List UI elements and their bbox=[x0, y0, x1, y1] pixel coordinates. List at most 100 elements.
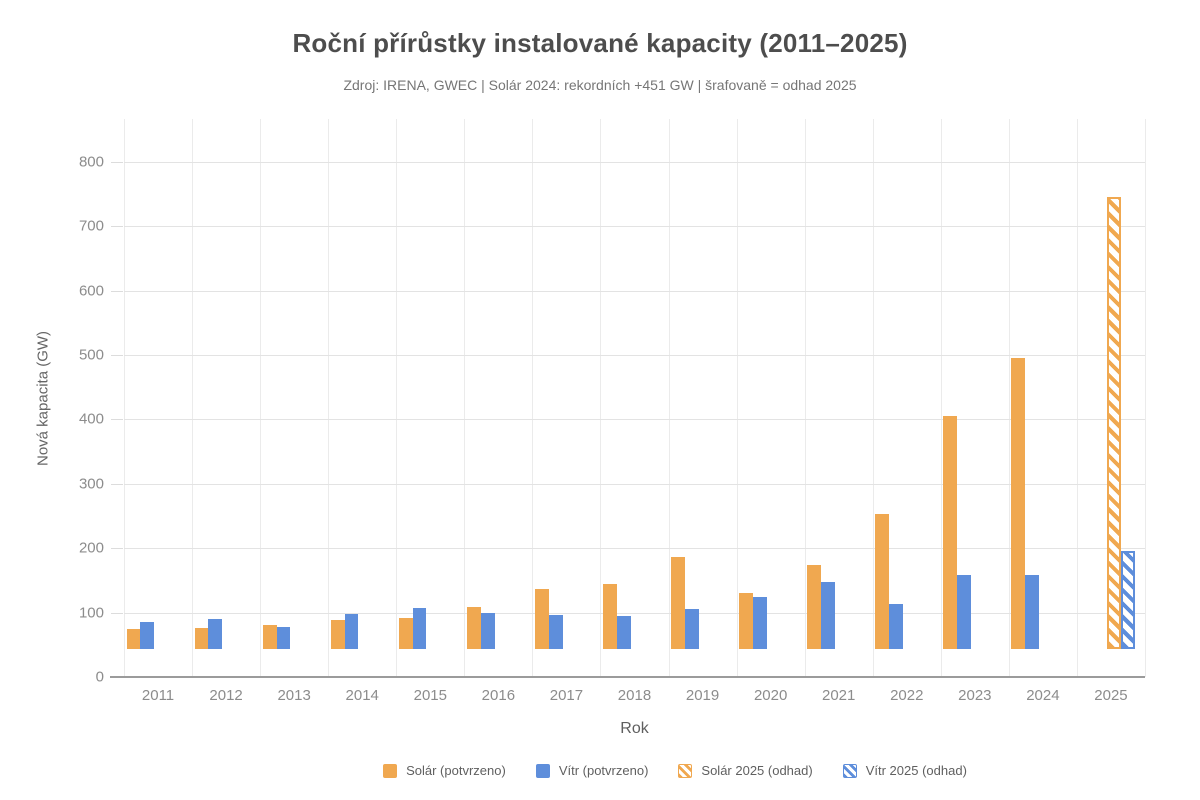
bar-2016-wind bbox=[480, 613, 495, 649]
y-tick-mark bbox=[111, 161, 123, 163]
bar-2015-solar bbox=[398, 617, 413, 649]
bar-2017-solar bbox=[535, 588, 549, 649]
bar-2019-wind bbox=[684, 609, 699, 649]
x-tick-label: 2017 bbox=[549, 687, 584, 704]
horizontal-gridline bbox=[124, 483, 1145, 485]
bar-2011-solar bbox=[126, 629, 141, 649]
bar-2018-wind bbox=[616, 615, 631, 649]
y-tick-label: 600 bbox=[78, 282, 104, 300]
y-tick-label: 300 bbox=[78, 475, 104, 493]
x-tick-label: 2020 bbox=[753, 687, 788, 704]
y-tick-label: 400 bbox=[78, 410, 104, 428]
horizontal-gridline bbox=[124, 290, 1145, 292]
legend-label: Vítr 2025 (odhad) bbox=[865, 763, 967, 778]
x-tick-label: 2021 bbox=[822, 687, 856, 704]
legend-swatch-icon bbox=[678, 763, 693, 778]
x-tick-label: 2019 bbox=[685, 687, 720, 704]
y-tick-mark bbox=[111, 226, 123, 228]
legend-item: Solár (potvrzeno) bbox=[383, 763, 506, 778]
vertical-gridline bbox=[1076, 119, 1078, 677]
vertical-gridline bbox=[464, 119, 466, 677]
x-tick-label: 2014 bbox=[345, 687, 379, 704]
bar-2021-wind bbox=[821, 581, 835, 649]
y-axis-title: Nová kapacita (GW) bbox=[34, 330, 52, 466]
horizontal-gridline bbox=[124, 612, 1145, 614]
legend-label: Solár 2025 (odhad) bbox=[701, 763, 813, 778]
x-tick-label: 2022 bbox=[890, 687, 924, 704]
y-tick-mark bbox=[111, 419, 123, 421]
bar-2024-solar bbox=[1011, 358, 1026, 649]
vertical-gridline bbox=[260, 119, 262, 677]
bar-2012-solar bbox=[194, 628, 209, 649]
vertical-gridline bbox=[804, 119, 806, 677]
vertical-gridline bbox=[124, 119, 125, 677]
x-tick-label: 2018 bbox=[617, 687, 652, 704]
y-tick-label: 500 bbox=[78, 346, 104, 364]
vertical-gridline bbox=[532, 119, 534, 677]
vertical-gridline bbox=[1145, 119, 1146, 677]
y-tick-label: 0 bbox=[95, 668, 104, 686]
bar-2025-wind bbox=[1120, 551, 1135, 649]
y-tick-label: 700 bbox=[78, 217, 104, 235]
x-tick-label: 2013 bbox=[277, 687, 311, 704]
vertical-gridline bbox=[668, 119, 670, 677]
horizontal-gridline bbox=[124, 548, 1145, 550]
bar-2020-wind bbox=[753, 596, 767, 649]
x-tick-label: 2024 bbox=[1026, 687, 1060, 704]
bar-2023-solar bbox=[943, 415, 958, 649]
horizontal-gridline bbox=[124, 226, 1145, 228]
y-tick-mark bbox=[111, 355, 123, 356]
vertical-gridline bbox=[872, 119, 874, 677]
x-tick-label: 2012 bbox=[209, 687, 243, 704]
bar-2024-wind bbox=[1025, 575, 1040, 649]
plot-area: 0 100 200 300 400 500 600 700 800 2011 2012 2013 201… bbox=[79, 119, 1146, 704]
x-tick-label: 2025 bbox=[1094, 687, 1128, 704]
bar-2013-wind bbox=[276, 626, 291, 649]
bar-2025-solar bbox=[1107, 197, 1121, 649]
legend-item: Solár 2025 (odhad) bbox=[678, 763, 813, 778]
legend-item: Vítr (potvrzeno) bbox=[535, 763, 649, 778]
x-axis-title: Rok bbox=[620, 720, 649, 737]
bar-2022-wind bbox=[889, 603, 903, 649]
vertical-gridline bbox=[736, 119, 738, 677]
bar-2013-solar bbox=[262, 624, 277, 649]
bar-2016-solar bbox=[466, 606, 481, 649]
x-axis-line bbox=[110, 676, 1145, 678]
vertical-gridline bbox=[600, 119, 602, 677]
bar-2014-wind bbox=[344, 613, 359, 649]
chart-title: Roční přírůstky instalované kapacity (20… bbox=[292, 28, 908, 58]
bar-2018-solar bbox=[603, 583, 617, 649]
y-tick-mark bbox=[111, 483, 123, 485]
bar-2022-solar bbox=[875, 514, 890, 649]
bar-2017-wind bbox=[548, 614, 563, 649]
bar-2012-wind bbox=[208, 619, 223, 649]
legend-label: Vítr (potvrzeno) bbox=[558, 763, 649, 778]
horizontal-gridline bbox=[124, 355, 1145, 356]
legend-swatch-icon bbox=[842, 763, 857, 778]
vertical-gridline bbox=[328, 119, 330, 677]
bar-2015-wind bbox=[412, 608, 427, 649]
bar-2020-solar bbox=[739, 592, 753, 649]
vertical-gridline bbox=[396, 119, 398, 677]
x-tick-label: 2016 bbox=[481, 687, 516, 704]
y-tick-mark bbox=[111, 290, 123, 292]
bar-2023-wind bbox=[957, 575, 971, 649]
bar-2019-solar bbox=[671, 557, 685, 649]
legend-label: Solár (potvrzeno) bbox=[406, 763, 506, 778]
x-tick-label: 2023 bbox=[958, 687, 992, 704]
x-tick-label: 2015 bbox=[413, 687, 447, 704]
vertical-gridline bbox=[192, 119, 194, 677]
legend-item: Vítr 2025 (odhad) bbox=[842, 763, 967, 778]
y-tick-mark bbox=[111, 548, 123, 550]
vertical-gridline bbox=[940, 119, 942, 677]
x-tick-label: 2011 bbox=[141, 687, 175, 704]
y-tick-label: 100 bbox=[78, 604, 104, 622]
legend: Solár (potvrzeno) Vítr (potvrzeno) Solár 2… bbox=[0, 763, 1200, 778]
horizontal-gridline bbox=[124, 419, 1145, 421]
bar-2021-solar bbox=[807, 564, 822, 649]
y-tick-label: 200 bbox=[78, 539, 104, 557]
horizontal-gridline bbox=[124, 161, 1145, 163]
y-tick-label: 800 bbox=[78, 153, 104, 171]
bar-2011-wind bbox=[140, 622, 155, 649]
